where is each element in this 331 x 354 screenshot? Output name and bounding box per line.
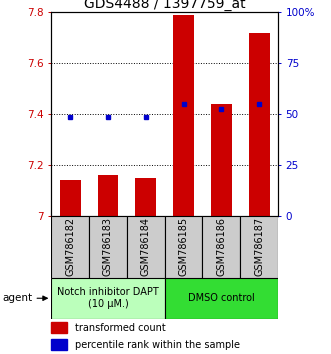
Title: GDS4488 / 1397759_at: GDS4488 / 1397759_at xyxy=(84,0,246,11)
Bar xyxy=(51,278,165,319)
Bar xyxy=(240,216,278,278)
Bar xyxy=(249,33,269,216)
Bar xyxy=(60,180,80,216)
Bar xyxy=(98,175,118,216)
Text: Notch inhibitor DAPT
(10 μM.): Notch inhibitor DAPT (10 μM.) xyxy=(57,287,159,309)
Text: GSM786185: GSM786185 xyxy=(178,217,189,276)
Bar xyxy=(51,322,67,333)
Bar xyxy=(51,339,67,350)
Text: GSM786182: GSM786182 xyxy=(65,217,75,276)
Bar xyxy=(51,216,89,278)
Bar xyxy=(127,216,165,278)
Bar xyxy=(211,104,232,216)
Bar xyxy=(89,216,127,278)
Text: GSM786186: GSM786186 xyxy=(216,217,226,276)
Bar xyxy=(165,216,203,278)
Bar xyxy=(135,178,156,216)
Text: GSM786187: GSM786187 xyxy=(254,217,264,276)
Bar xyxy=(203,216,240,278)
Text: GSM786184: GSM786184 xyxy=(141,217,151,276)
Bar xyxy=(173,15,194,216)
Bar xyxy=(165,278,278,319)
Text: percentile rank within the sample: percentile rank within the sample xyxy=(75,340,240,350)
Text: GSM786183: GSM786183 xyxy=(103,217,113,276)
Text: agent: agent xyxy=(2,293,32,303)
Text: DMSO control: DMSO control xyxy=(188,293,255,303)
Text: transformed count: transformed count xyxy=(75,323,166,333)
